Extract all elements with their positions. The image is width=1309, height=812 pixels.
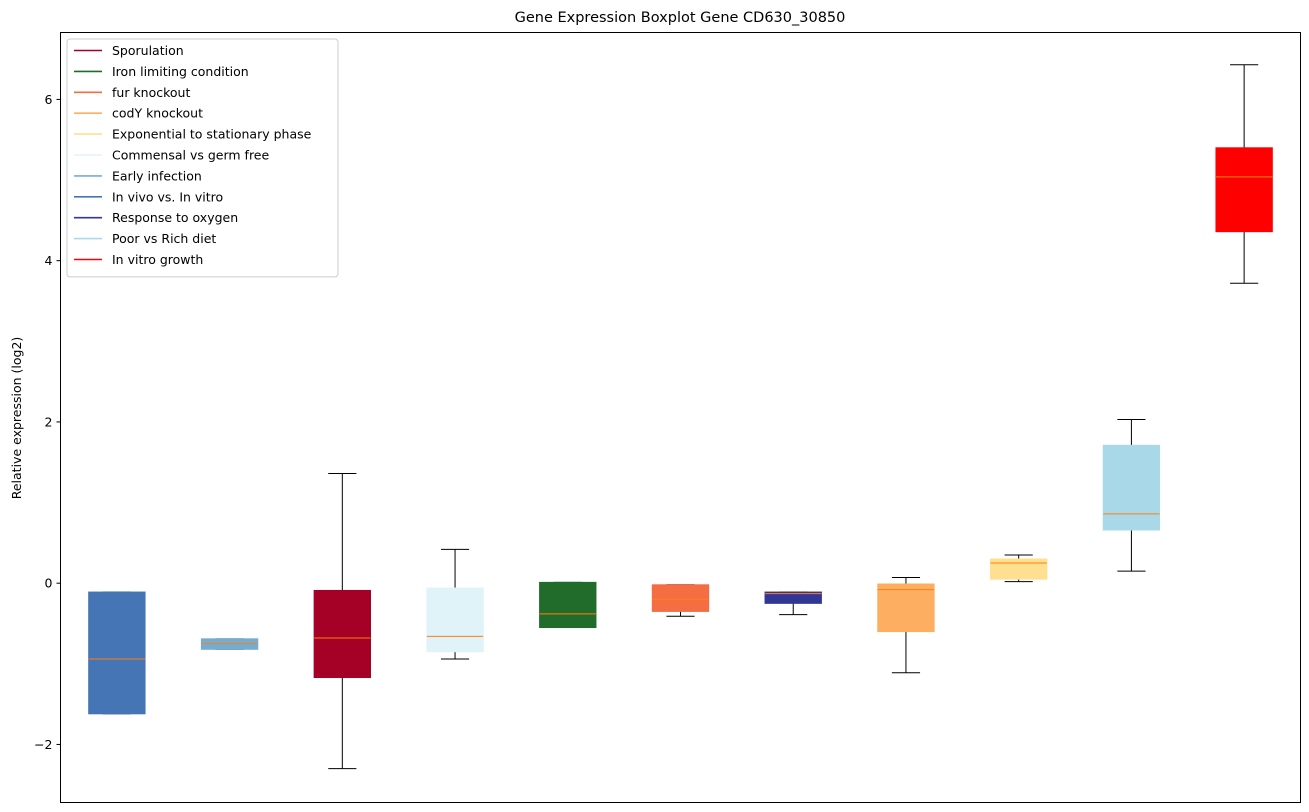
- box-body: [1215, 147, 1273, 233]
- legend-label: Early infection: [112, 168, 202, 183]
- plot-frame: [60, 32, 1301, 803]
- box-body: [313, 589, 371, 679]
- box-group: [88, 64, 1273, 770]
- box-9: [990, 554, 1048, 583]
- box-8: [877, 577, 935, 674]
- box-11: [1215, 64, 1273, 284]
- legend-label: Sporulation: [112, 43, 184, 58]
- y-axis-label: Relative expression (log2): [9, 337, 24, 500]
- box-body: [539, 581, 597, 629]
- legend-label: Response to oxygen: [112, 210, 238, 225]
- legend-label: Poor vs Rich diet: [112, 231, 216, 246]
- box-5: [539, 581, 597, 629]
- legend-label: In vitro growth: [112, 252, 203, 267]
- box-body: [877, 583, 935, 633]
- y-tick-label: 6: [45, 92, 53, 107]
- box-body: [88, 591, 146, 715]
- y-axis: −2 0 2 4 6: [34, 92, 61, 752]
- legend-label: Iron limiting condition: [112, 64, 249, 79]
- legend-label: Exponential to stationary phase: [112, 127, 312, 142]
- y-tick-label: 4: [45, 253, 53, 268]
- legend-label: fur knockout: [112, 85, 190, 100]
- box-7: [764, 591, 822, 616]
- box-2: [200, 638, 259, 650]
- legend-label: Commensal vs germ free: [112, 148, 269, 163]
- box-1: [88, 591, 146, 715]
- box-body: [651, 584, 710, 612]
- box-body: [990, 558, 1048, 580]
- box-body: [426, 587, 484, 653]
- box-body: [1102, 444, 1161, 531]
- chart-title: Gene Expression Boxplot Gene CD630_30850: [515, 10, 846, 26]
- box-10: [1102, 419, 1161, 572]
- box-4: [426, 548, 484, 660]
- legend-label: In vivo vs. In vitro: [112, 189, 223, 204]
- legend-label: codY knockout: [112, 106, 203, 121]
- legend-frame: [66, 38, 339, 278]
- box-3: [313, 473, 371, 770]
- legend: Sporulation Iron limiting condition fur kn…: [66, 38, 339, 278]
- y-tick-label: 2: [45, 414, 53, 429]
- box-body: [764, 591, 822, 604]
- box-6: [651, 584, 710, 617]
- y-tick-label: −2: [34, 737, 52, 752]
- y-tick-label: 0: [45, 576, 53, 591]
